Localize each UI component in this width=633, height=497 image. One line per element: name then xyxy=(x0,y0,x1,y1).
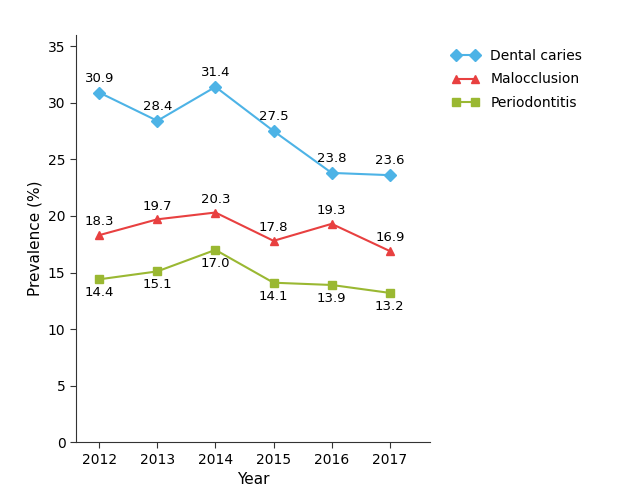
Periodontitis xyxy=(211,247,219,253)
Text: 30.9: 30.9 xyxy=(85,72,114,84)
Malocclusion xyxy=(386,248,394,254)
Text: 27.5: 27.5 xyxy=(259,110,289,123)
Malocclusion xyxy=(154,216,161,222)
Periodontitis xyxy=(96,276,103,282)
Periodontitis xyxy=(386,290,394,296)
Text: 16.9: 16.9 xyxy=(375,231,404,244)
Text: 18.3: 18.3 xyxy=(84,215,114,229)
Text: 14.1: 14.1 xyxy=(259,289,288,303)
Text: 28.4: 28.4 xyxy=(142,100,172,113)
Text: 17.8: 17.8 xyxy=(259,221,288,234)
Dental caries xyxy=(96,89,103,95)
Text: 31.4: 31.4 xyxy=(201,66,230,79)
Line: Dental caries: Dental caries xyxy=(95,83,394,179)
Dental caries xyxy=(386,172,394,178)
Malocclusion xyxy=(328,221,335,227)
Text: 13.9: 13.9 xyxy=(317,292,346,305)
Malocclusion xyxy=(270,238,277,244)
Dental caries xyxy=(270,128,277,134)
Dental caries xyxy=(211,84,219,90)
Text: 23.8: 23.8 xyxy=(317,152,346,165)
Text: 20.3: 20.3 xyxy=(201,193,230,206)
Text: 14.4: 14.4 xyxy=(85,286,114,299)
Periodontitis xyxy=(154,268,161,274)
Malocclusion xyxy=(96,232,103,238)
Text: 15.1: 15.1 xyxy=(142,278,172,291)
Periodontitis xyxy=(328,282,335,288)
Line: Malocclusion: Malocclusion xyxy=(95,208,394,255)
Text: 23.6: 23.6 xyxy=(375,154,404,167)
Text: 17.0: 17.0 xyxy=(201,256,230,270)
Legend: Dental caries, Malocclusion, Periodontitis: Dental caries, Malocclusion, Periodontit… xyxy=(444,42,589,117)
Text: 19.3: 19.3 xyxy=(317,204,346,217)
Malocclusion xyxy=(211,210,219,216)
Text: 19.7: 19.7 xyxy=(142,199,172,213)
Dental caries xyxy=(328,170,335,176)
Line: Periodontitis: Periodontitis xyxy=(95,246,394,297)
Text: 13.2: 13.2 xyxy=(375,300,404,313)
Y-axis label: Prevalence (%): Prevalence (%) xyxy=(27,181,42,296)
X-axis label: Year: Year xyxy=(237,472,270,487)
Periodontitis xyxy=(270,280,277,286)
Dental caries xyxy=(154,118,161,124)
